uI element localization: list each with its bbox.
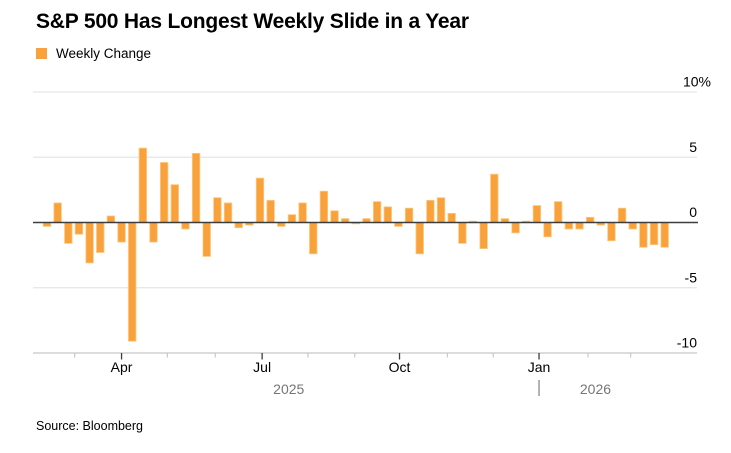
y-axis-label: 10% <box>683 74 711 90</box>
x-axis-month-label: Apr <box>111 359 133 375</box>
weekly-change-bar <box>128 222 137 342</box>
x-axis-month-label: Jan <box>528 359 551 375</box>
weekly-change-bar <box>74 222 84 235</box>
weekly-change-bar <box>575 222 584 230</box>
weekly-change-bar <box>532 205 542 223</box>
weekly-change-bar <box>255 177 265 223</box>
weekly-change-bar <box>159 162 169 223</box>
weekly-change-bar <box>628 222 637 230</box>
weekly-change-bar <box>202 222 211 257</box>
weekly-change-bar <box>170 184 179 223</box>
y-axis-label: -5 <box>685 269 698 285</box>
weekly-change-bar <box>639 222 648 248</box>
weekly-change-bar <box>415 222 424 255</box>
weekly-change-bar <box>64 222 73 244</box>
weekly-change-bar <box>617 207 627 223</box>
weekly-change-bar <box>564 222 573 230</box>
x-axis-year-label: 2026 <box>580 381 611 397</box>
weekly-change-bar <box>191 152 201 223</box>
weekly-change-bar <box>287 214 297 223</box>
chart-title: S&P 500 Has Longest Weekly Slide in a Ye… <box>36 10 469 33</box>
y-axis-label: 0 <box>689 204 697 220</box>
weekly-change-bar <box>85 222 94 264</box>
source-note: Source: Bloomberg <box>36 419 144 433</box>
weekly-change-bar <box>447 212 456 223</box>
weekly-change-bar <box>490 173 499 223</box>
legend-label: Weekly Change <box>56 45 152 61</box>
x-axis-month-label: Jul <box>253 359 271 375</box>
weekly-change-bar <box>319 190 329 223</box>
weekly-change-bar <box>458 222 467 244</box>
y-axis-label: 5 <box>689 139 697 155</box>
weekly-change-bar <box>53 202 62 223</box>
weekly-change-bar <box>223 202 233 223</box>
weekly-change-bar <box>511 222 520 234</box>
weekly-change-bar <box>426 199 435 223</box>
weekly-change-bar <box>106 215 116 223</box>
weekly-change-bar <box>554 201 563 223</box>
weekly-change-bar <box>309 222 318 255</box>
weekly-change-bar <box>607 222 616 242</box>
weekly-change-bar <box>138 147 148 223</box>
weekly-change-bar <box>660 222 669 248</box>
weekly-change-bar <box>96 222 105 253</box>
weekly-change-bar <box>298 202 307 223</box>
legend: Weekly Change <box>36 45 152 61</box>
weekly-change-bar <box>543 222 552 238</box>
weekly-change-bar <box>383 206 392 223</box>
weekly-change-bar <box>479 222 488 250</box>
weekly-change-bar <box>330 210 339 223</box>
x-axis-year-label: 2025 <box>273 381 304 397</box>
weekly-change-bar <box>404 207 414 223</box>
x-axis-month-label: Oct <box>389 359 411 375</box>
weekly-change-bar <box>649 222 659 246</box>
weekly-change-bar <box>117 222 126 243</box>
weekly-change-bar <box>372 201 382 223</box>
weekly-change-bar <box>436 197 446 223</box>
weekly-change-bar <box>149 222 158 243</box>
weekly-change-bar <box>213 197 222 223</box>
weekly-change-bar <box>181 222 190 230</box>
legend-swatch <box>36 47 47 59</box>
weekly-change-bar <box>266 199 275 223</box>
y-axis-label: -10 <box>677 335 697 351</box>
